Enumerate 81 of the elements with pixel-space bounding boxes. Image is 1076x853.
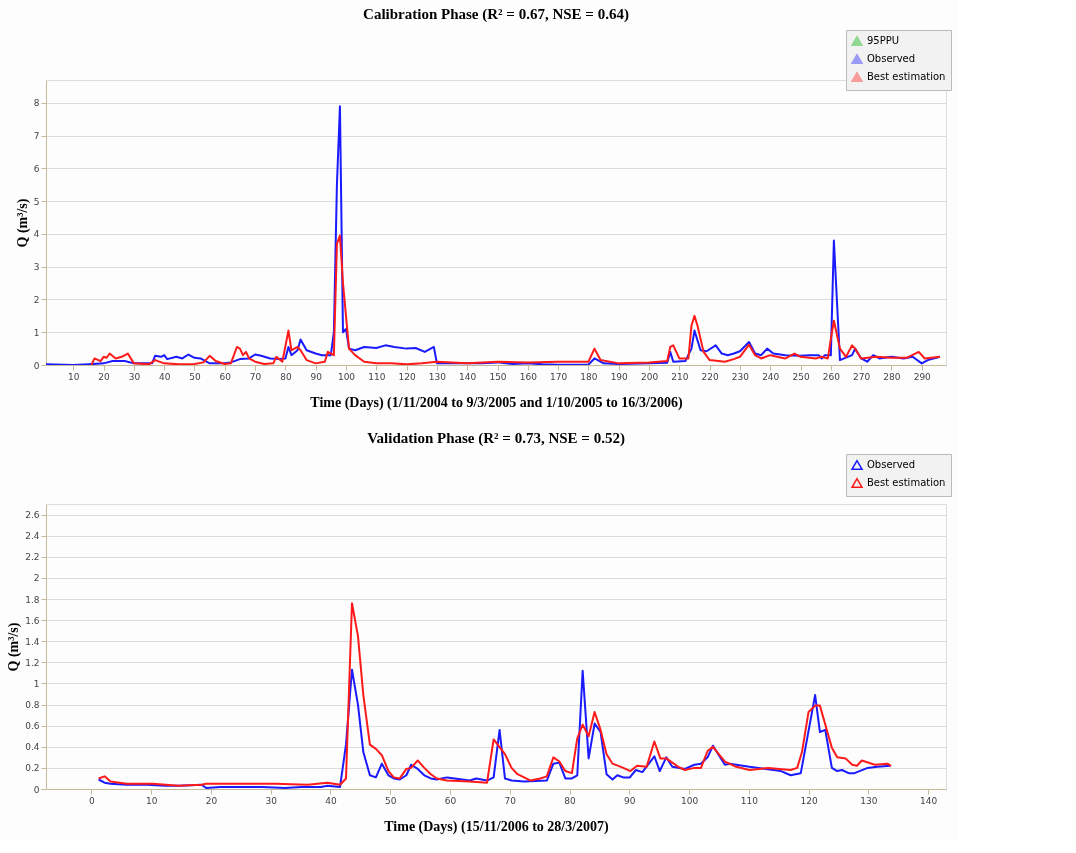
line-series xyxy=(90,234,941,365)
legend-label: Observed xyxy=(867,459,916,470)
x-tick-label: 110 xyxy=(740,795,759,806)
chart-title: Validation Phase (R² = 0.73, NSE = 0.52) xyxy=(367,429,625,447)
x-tick-label: 50 xyxy=(385,795,397,806)
y-tick-label: 0 xyxy=(33,360,40,371)
legend-label: Observed xyxy=(867,53,916,64)
x-tick-label: 260 xyxy=(822,371,841,382)
x-tick-label: 200 xyxy=(640,371,659,382)
x-tick-label: 270 xyxy=(853,371,871,382)
legend-label: Best estimation xyxy=(867,477,946,488)
chart-title: Calibration Phase (R² = 0.67, NSE = 0.64) xyxy=(363,5,629,23)
x-tick-label: 60 xyxy=(219,371,232,382)
y-tick-label: 2.2 xyxy=(25,552,40,563)
x-tick-label: 30 xyxy=(128,371,141,382)
x-tick-label: 80 xyxy=(280,371,292,382)
x-tick-label: 0 xyxy=(89,795,96,806)
y-tick-label: 1 xyxy=(33,678,40,689)
x-tick-label: 10 xyxy=(68,371,80,382)
x-tick-label: 120 xyxy=(398,371,416,382)
y-tick-label: 0 xyxy=(33,784,40,795)
x-tick-label: 40 xyxy=(158,371,171,382)
y-tick-label: 0.2 xyxy=(25,763,40,774)
y-tick-label: 1.8 xyxy=(25,594,40,605)
legend-label: Best estimation xyxy=(867,71,946,82)
y-tick-label: 2.4 xyxy=(25,531,40,542)
x-tick-label: 170 xyxy=(550,371,568,382)
x-tick-label: 280 xyxy=(883,371,901,382)
x-tick-label: 150 xyxy=(489,371,507,382)
x-tick-label: 90 xyxy=(310,371,323,382)
y-tick-label: 2 xyxy=(33,573,40,584)
x-tick-label: 20 xyxy=(98,371,111,382)
line-series xyxy=(97,668,892,789)
x-tick-label: 130 xyxy=(428,371,447,382)
x-tick-label: 100 xyxy=(337,371,356,382)
x-tick-label: 140 xyxy=(919,795,938,806)
y-tick-label: 1.4 xyxy=(25,636,40,647)
y-tick-label: 5 xyxy=(33,196,40,207)
x-tick-label: 140 xyxy=(459,371,477,382)
y-tick-label: 3 xyxy=(33,262,40,273)
x-tick-label: 130 xyxy=(860,795,878,806)
y-tick-label: 2 xyxy=(33,294,40,305)
y-axis-title: Q (m³/s) xyxy=(14,198,31,248)
legend-label: 95PPU xyxy=(867,35,900,46)
x-tick-label: 240 xyxy=(762,371,780,382)
x-tick-label: 160 xyxy=(519,371,538,382)
x-tick-label: 120 xyxy=(800,795,818,806)
x-tick-label: 60 xyxy=(444,795,457,806)
x-tick-label: 250 xyxy=(792,371,810,382)
y-tick-label: 1 xyxy=(33,327,40,338)
x-tick-label: 100 xyxy=(680,795,699,806)
x-tick-label: 10 xyxy=(145,795,158,806)
y-axis-title: Q (m³/s) xyxy=(6,622,23,672)
y-tick-label: 1.6 xyxy=(25,615,40,626)
x-tick-label: 290 xyxy=(913,371,932,382)
x-tick-label: 190 xyxy=(610,371,629,382)
y-tick-label: 7 xyxy=(33,131,40,142)
y-tick-label: 0.8 xyxy=(25,700,40,711)
x-tick-label: 90 xyxy=(624,795,636,806)
x-tick-label: 70 xyxy=(249,371,262,382)
y-tick-label: 4 xyxy=(33,229,40,240)
x-tick-label: 70 xyxy=(504,795,517,806)
y-tick-label: 2.6 xyxy=(25,510,40,521)
y-tick-label: 0.4 xyxy=(25,742,40,753)
x-tick-label: 180 xyxy=(580,371,598,382)
x-axis-title: Time (Days) (1/11/2004 to 9/3/2005 and 1/10/2005 to 16/3/2006) xyxy=(310,394,683,411)
x-tick-label: 220 xyxy=(701,371,719,382)
x-tick-label: 110 xyxy=(368,371,386,382)
x-tick-label: 50 xyxy=(189,371,201,382)
x-axis-title: Time (Days) (15/11/2006 to 28/3/2007) xyxy=(384,818,610,835)
y-tick-label: 8 xyxy=(33,98,40,109)
y-tick-label: 1.2 xyxy=(25,657,40,668)
y-tick-label: 6 xyxy=(33,163,40,174)
line-series xyxy=(97,602,893,787)
y-tick-label: 0.6 xyxy=(25,721,40,732)
x-tick-label: 30 xyxy=(265,795,278,806)
x-tick-label: 210 xyxy=(671,371,689,382)
x-tick-label: 40 xyxy=(325,795,337,806)
x-tick-label: 230 xyxy=(731,371,750,382)
x-tick-label: 20 xyxy=(205,795,218,806)
x-tick-label: 80 xyxy=(564,795,577,806)
